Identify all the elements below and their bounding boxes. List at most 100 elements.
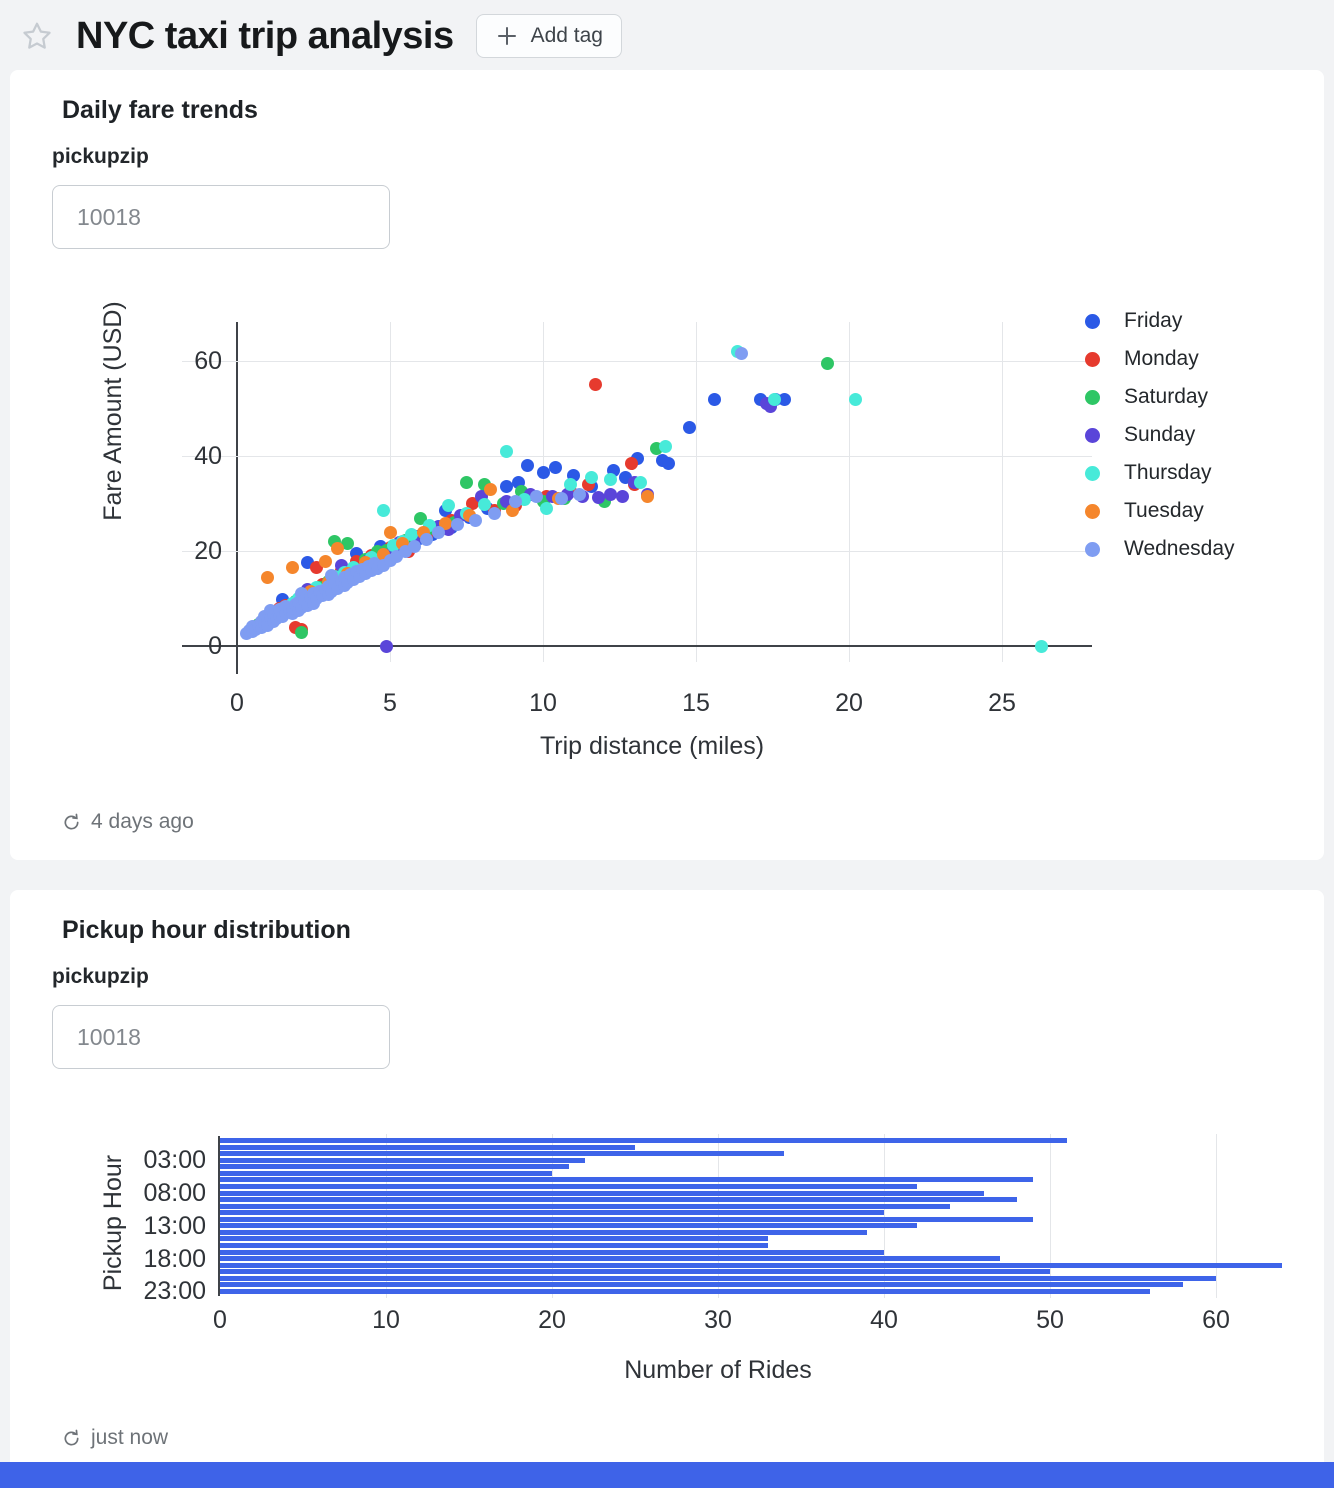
scatter-point[interactable] — [683, 421, 697, 434]
scatter-point[interactable] — [294, 626, 308, 640]
bar[interactable] — [220, 1223, 917, 1228]
refresh-time: 4 days ago — [91, 810, 194, 833]
scatter-point[interactable] — [407, 539, 421, 553]
fare-distance-scatter-plot[interactable]: Fare Amount (USD) Trip distance (miles) … — [99, 301, 1142, 774]
scatter-point[interactable] — [707, 392, 721, 406]
scatter-point[interactable] — [585, 470, 599, 484]
bar[interactable] — [220, 1210, 884, 1215]
bar[interactable] — [220, 1204, 950, 1209]
legend-label: Sunday — [1124, 423, 1196, 446]
bar[interactable] — [220, 1217, 1033, 1222]
bar[interactable] — [220, 1138, 1067, 1143]
bar[interactable] — [220, 1171, 552, 1176]
scatter-point[interactable] — [778, 392, 792, 406]
scatter-point[interactable] — [420, 533, 434, 547]
scatter-point[interactable] — [530, 489, 544, 503]
scatter-point[interactable] — [616, 489, 630, 503]
scatter-point[interactable] — [383, 525, 397, 539]
grid-line — [1002, 322, 1003, 662]
pickup-hour-bar-chart[interactable]: Pickup Hour Number of Rides 0 10 20 30 40 50 6… — [52, 1134, 1292, 1396]
bar[interactable] — [220, 1145, 635, 1150]
scatter-point[interactable] — [484, 482, 498, 496]
y-tick-label: 40 — [194, 442, 222, 470]
legend-label: Tuesday — [1124, 499, 1204, 522]
bar[interactable] — [220, 1158, 585, 1163]
scatter-point[interactable] — [603, 473, 617, 487]
x-tick-label: 40 — [870, 1306, 898, 1334]
bar[interactable] — [220, 1243, 768, 1248]
bar[interactable] — [220, 1282, 1183, 1287]
bar[interactable] — [220, 1236, 768, 1241]
scatter-point[interactable] — [380, 639, 394, 653]
bar[interactable] — [220, 1256, 1000, 1261]
scatter-point[interactable] — [432, 525, 446, 539]
legend-item-thursday[interactable]: Thursday — [1085, 454, 1235, 492]
scatter-point[interactable] — [404, 528, 418, 542]
scatter-point[interactable] — [848, 392, 862, 406]
legend-item-wednesday[interactable]: Wednesday — [1085, 530, 1235, 568]
bar[interactable] — [220, 1191, 984, 1196]
legend-item-saturday[interactable]: Saturday — [1085, 378, 1235, 416]
bar[interactable] — [220, 1164, 569, 1169]
scatter-point[interactable] — [1035, 639, 1049, 653]
scatter-point[interactable] — [564, 478, 578, 491]
legend-dot — [1085, 313, 1100, 329]
scatter-point[interactable] — [460, 475, 473, 489]
scatter-point[interactable] — [441, 499, 455, 513]
scatter-point[interactable] — [478, 497, 492, 511]
y-tick-label: 08:00 — [143, 1179, 206, 1208]
scatter-point[interactable] — [319, 554, 333, 568]
y-axis-title: Fare Amount (USD) — [99, 301, 127, 521]
bar[interactable] — [220, 1230, 867, 1235]
refresh-status: just now — [62, 1426, 1324, 1450]
scatter-point[interactable] — [450, 518, 464, 532]
bar[interactable] — [220, 1177, 1033, 1182]
bar[interactable] — [220, 1184, 917, 1189]
scatter-point[interactable] — [661, 456, 675, 470]
bar[interactable] — [220, 1197, 1017, 1202]
scatter-point[interactable] — [591, 491, 605, 505]
pickupzip-input[interactable] — [52, 185, 390, 249]
scatter-point[interactable] — [821, 356, 835, 370]
pickupzip-input[interactable] — [52, 1005, 390, 1069]
scatter-point[interactable] — [508, 494, 522, 508]
legend-item-monday[interactable]: Monday — [1085, 340, 1235, 378]
bar[interactable] — [220, 1269, 1050, 1274]
refresh-icon[interactable] — [62, 1429, 81, 1448]
scatter-point[interactable] — [499, 480, 513, 494]
scatter-point[interactable] — [548, 461, 562, 475]
bar[interactable] — [220, 1276, 1216, 1281]
scatter-point[interactable] — [285, 561, 299, 575]
favorite-star-icon[interactable] — [20, 19, 54, 53]
scatter-point[interactable] — [536, 466, 550, 480]
bar[interactable] — [220, 1263, 1282, 1268]
legend-item-tuesday[interactable]: Tuesday — [1085, 492, 1235, 530]
scatter-point[interactable] — [487, 506, 501, 520]
scatter-point[interactable] — [658, 440, 672, 453]
bar[interactable] — [220, 1250, 884, 1255]
scatter-point[interactable] — [625, 456, 639, 470]
legend-label: Saturday — [1124, 385, 1209, 408]
scatter-point[interactable] — [554, 492, 568, 506]
scatter-point[interactable] — [521, 459, 535, 472]
add-tag-button[interactable]: Add tag — [475, 14, 622, 58]
scatter-point[interactable] — [573, 487, 587, 501]
scatter-point[interactable] — [634, 475, 648, 489]
scatter-point[interactable] — [767, 392, 781, 406]
scatter-point[interactable] — [735, 347, 749, 361]
scatter-point[interactable] — [331, 542, 345, 556]
scatter-point[interactable] — [539, 501, 553, 515]
legend-item-sunday[interactable]: Sunday — [1085, 416, 1235, 454]
refresh-icon[interactable] — [62, 813, 81, 832]
scatter-point[interactable] — [377, 504, 391, 518]
scatter-point[interactable] — [261, 570, 275, 584]
x-axis-title: Trip distance (miles) — [539, 732, 765, 760]
scatter-point[interactable] — [469, 513, 483, 527]
scatter-point[interactable] — [588, 378, 602, 392]
bar[interactable] — [220, 1289, 1150, 1294]
bar[interactable] — [220, 1151, 784, 1156]
scatter-point[interactable] — [499, 444, 513, 458]
scatter-point[interactable] — [603, 488, 617, 502]
legend-item-friday[interactable]: Friday — [1085, 302, 1235, 340]
scatter-point[interactable] — [640, 489, 654, 503]
